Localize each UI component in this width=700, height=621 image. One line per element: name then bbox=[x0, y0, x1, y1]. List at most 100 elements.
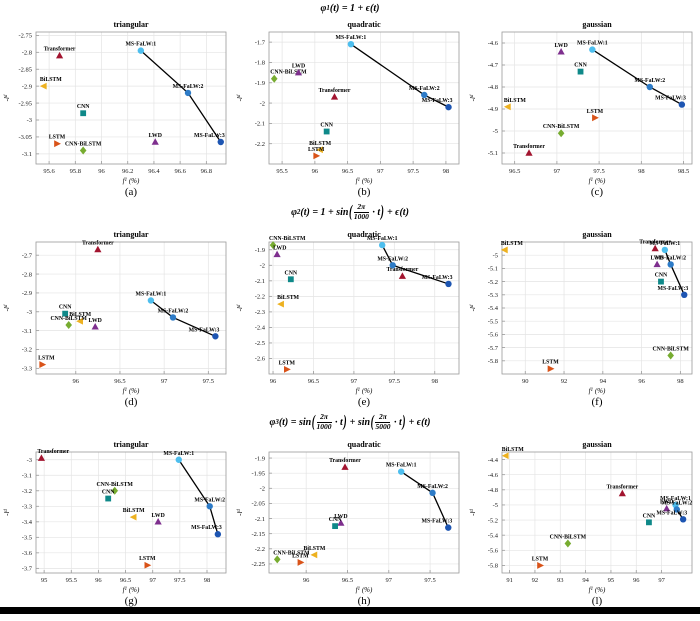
point-label-bilstm: BiLSTM bbox=[504, 98, 526, 104]
x-tick-label: 97.5 bbox=[389, 378, 400, 385]
marker-bilstm bbox=[76, 317, 83, 325]
point-label-cnn: CNN bbox=[285, 270, 298, 276]
panel-title: triangular bbox=[113, 20, 149, 29]
panel-a: 95.6 95.8 96 96.2 96.4 96.6 96.8 -3.1 -3.05 -3 -2.… bbox=[3, 20, 227, 198]
y-tick-label: -2.25 bbox=[251, 561, 265, 568]
panel-letter: (h) bbox=[358, 595, 371, 607]
x-tick-label: 95 bbox=[41, 577, 48, 584]
point-label-cnn: CNN bbox=[643, 513, 656, 519]
point-label-lstm: LSTM bbox=[49, 135, 66, 141]
marker-transformer bbox=[330, 93, 339, 100]
ms-falw-line bbox=[140, 50, 222, 143]
point-label-bilstm: BiLSTM bbox=[501, 241, 523, 247]
y-tick-label: -2.95 bbox=[18, 100, 32, 107]
y-tick-label: -5.4 bbox=[488, 305, 499, 312]
panel-title: triangular bbox=[113, 440, 149, 449]
y-tick-label: -2.9 bbox=[22, 83, 32, 90]
point-label-bilstm: BiLSTM bbox=[303, 546, 325, 552]
marker-ms-falw-3 bbox=[678, 101, 686, 108]
x-tick-label: 96.5 bbox=[342, 577, 353, 584]
panel-letter: (l) bbox=[592, 595, 603, 607]
marker-transformer bbox=[525, 149, 533, 156]
marker-ms-falw-2 bbox=[667, 261, 674, 268]
x-tick-label: 96 bbox=[270, 378, 277, 385]
x-tick-label: 97.5 bbox=[174, 577, 185, 584]
y-axis-label: -ld bbox=[236, 94, 244, 101]
y-axis-label: -ld bbox=[3, 94, 11, 101]
point-label-ms-falw-1: MS-FaLW:1 bbox=[125, 42, 156, 48]
y-tick-label: -2.75 bbox=[18, 33, 32, 40]
figure-row-3: φ 3 (t) = sin(2π 1000 · t) + sin(2π 5000 · t… bbox=[0, 408, 700, 607]
y-tick-label: -5.4 bbox=[488, 532, 499, 539]
marker-cnn-bilstm bbox=[79, 146, 87, 155]
y-tick-label: -5.8 bbox=[488, 358, 498, 365]
point-label-ms-falw-1: MS-FaLW:1 bbox=[163, 451, 194, 457]
marker-transformer bbox=[55, 51, 64, 59]
row-formula-3: φ 3 (t) = sin(2π 1000 · t) + sin(2π 5000 · t… bbox=[269, 411, 431, 432]
marker-ms-falw-2 bbox=[206, 503, 213, 510]
point-label-cnn-bilstm: CNN-BiLSTM bbox=[270, 70, 307, 76]
marker-bilstm bbox=[501, 452, 509, 460]
marker-lstm bbox=[297, 559, 305, 566]
y-tick-label: -3.2 bbox=[22, 488, 32, 495]
point-label-lwd: LWD bbox=[89, 318, 102, 324]
point-label-cnn: CNN bbox=[320, 123, 333, 129]
x-tick-label: 96 bbox=[638, 378, 645, 385]
panel-letter: (a) bbox=[125, 186, 138, 198]
point-label-ms-falw-3: MS-FaLW:3 bbox=[422, 275, 453, 281]
point-label-lstm: LSTM bbox=[279, 360, 296, 366]
y-axis-label: -ld bbox=[236, 509, 244, 516]
x-tick-label: 98 bbox=[431, 378, 438, 385]
x-tick-label: 97 bbox=[377, 168, 384, 175]
x-axis-label: f1 (%) bbox=[123, 177, 140, 185]
point-label-ms-falw-1: MS-FaLW:1 bbox=[386, 463, 417, 469]
panel-letter: (d) bbox=[125, 396, 138, 408]
point-label-ms-falw-1: MS-FaLW:1 bbox=[136, 291, 167, 297]
point-label-cnn-bilstm: CNN-BiLSTM bbox=[269, 236, 306, 242]
y-tick-label: -2.9 bbox=[22, 290, 32, 297]
marker-ms-falw-3 bbox=[214, 531, 222, 538]
axes-box bbox=[35, 451, 227, 574]
marker-cnn bbox=[646, 519, 652, 526]
marker-ms-falw-1 bbox=[378, 241, 386, 249]
y-axis-label: -ld bbox=[3, 304, 11, 311]
marker-cnn bbox=[80, 110, 87, 117]
x-tick-label: 97.5 bbox=[593, 168, 604, 175]
x-axis-label: f1 (%) bbox=[123, 586, 140, 594]
marker-ms-falw-3 bbox=[212, 333, 219, 340]
y-tick-label: -2.6 bbox=[255, 356, 266, 363]
marker-ms-falw-3 bbox=[445, 280, 452, 288]
x-tick-label: 96 bbox=[303, 577, 310, 584]
point-label-cnn-bilstm: CNN-BiLSTM bbox=[65, 141, 102, 147]
marker-cnn bbox=[323, 128, 330, 135]
panel-title: quadratic bbox=[347, 230, 381, 239]
y-tick-label: -2.05 bbox=[251, 501, 265, 508]
marker-cnn-bilstm bbox=[667, 351, 674, 360]
point-label-lstm: LSTM bbox=[38, 356, 55, 362]
y-tick-label: -3.1 bbox=[22, 472, 32, 479]
y-tick-label: -4.8 bbox=[488, 84, 498, 91]
y-tick-label: -5.3 bbox=[488, 292, 498, 299]
row-formula-2: φ 2 (t) = 1 + sin(2π 1000 · t) + ϵ(t) bbox=[291, 201, 409, 222]
y-tick-label: -2 bbox=[260, 100, 265, 107]
y-tick-label: -1.8 bbox=[255, 60, 265, 67]
point-label-transformer: Transformer bbox=[319, 88, 351, 94]
marker-bilstm bbox=[316, 146, 323, 154]
marker-ms-falw-2 bbox=[673, 506, 680, 513]
marker-cnn bbox=[577, 68, 584, 75]
point-label-ms-falw-1: MS-FaLW:1 bbox=[577, 41, 608, 47]
x-tick-label: 96.5 bbox=[120, 577, 131, 584]
marker-ms-falw-2 bbox=[646, 83, 653, 91]
point-label-lstm: LSTM bbox=[542, 360, 559, 366]
x-tick-label: 96.5 bbox=[509, 168, 520, 175]
point-label-lwd: LWD bbox=[273, 245, 286, 251]
marker-ms-falw-3 bbox=[679, 516, 687, 523]
point-label-cnn: CNN bbox=[77, 104, 90, 110]
y-tick-label: -4.7 bbox=[488, 62, 499, 69]
marker-cnn bbox=[332, 523, 338, 530]
point-label-lwd: LWD bbox=[554, 43, 567, 49]
point-label-bilstm: BiLSTM bbox=[123, 508, 145, 514]
row-formula-1: φ 1 (t) = 1 + ϵ(t) bbox=[320, 2, 380, 14]
point-label-transformer: Transformer bbox=[329, 458, 361, 464]
x-tick-label: 96 bbox=[633, 577, 640, 584]
